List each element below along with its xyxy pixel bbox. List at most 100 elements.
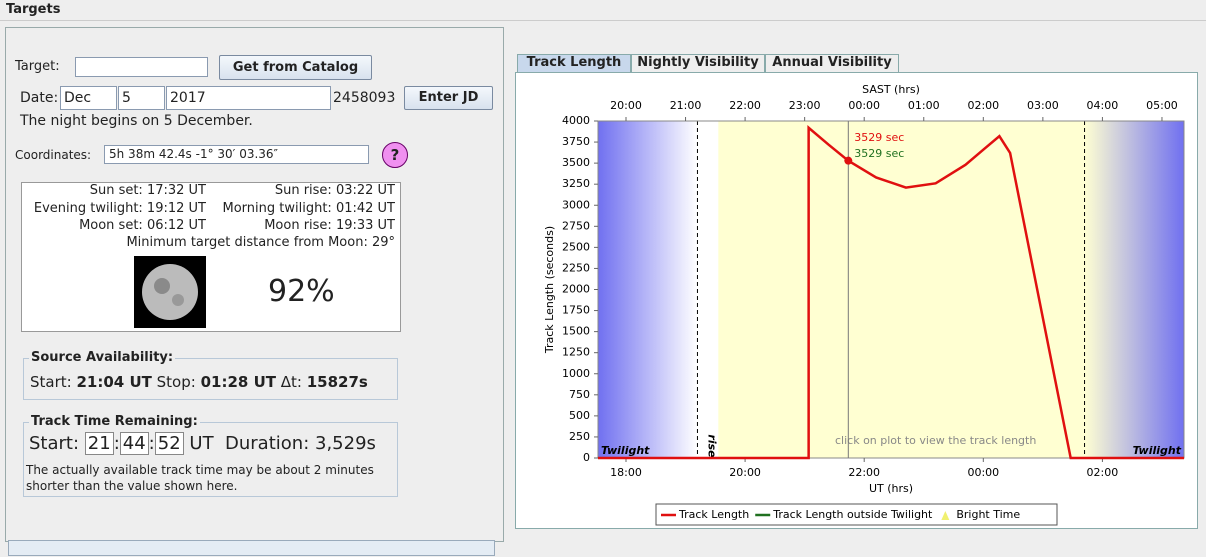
label: Target: bbox=[15, 59, 60, 74]
title-bar bbox=[0, 0, 1206, 21]
label: Start: bbox=[29, 433, 80, 454]
info: Moon rise: 19:33 UT bbox=[264, 218, 395, 233]
label: UT bbox=[189, 433, 214, 454]
y-tick-label: 1000 bbox=[562, 367, 590, 380]
y-tick-label: 1750 bbox=[562, 304, 590, 317]
x2-tick-label: 03:00 bbox=[1027, 99, 1059, 112]
y-tick-label: 3000 bbox=[562, 198, 590, 211]
label: Start: bbox=[30, 373, 72, 391]
help-button[interactable]: ? bbox=[382, 142, 408, 168]
info: Evening twilight: 19:12 UT bbox=[33, 201, 206, 216]
twilight-label: Twilight bbox=[1133, 444, 1182, 457]
y-tick-label: 0 bbox=[583, 451, 590, 464]
julian-date: 2458093 bbox=[333, 90, 396, 106]
moon-rise-label: rise bbox=[705, 434, 718, 458]
tab[interactable]: Track Length bbox=[517, 54, 631, 74]
y-tick-label: 3500 bbox=[562, 156, 590, 169]
legend-label: Track Length bbox=[678, 508, 749, 521]
hint: click on plot to view the track length bbox=[835, 434, 1036, 447]
moon-panel bbox=[21, 182, 401, 332]
value: 15827s bbox=[306, 373, 368, 391]
legend-label: Bright Time bbox=[956, 508, 1020, 521]
legend-label: Track Length outside Twilight bbox=[772, 508, 933, 521]
y-tick-label: 2500 bbox=[562, 240, 590, 253]
month-combo[interactable]: Dec bbox=[60, 86, 117, 110]
twilight bbox=[1084, 121, 1184, 458]
y-tick-label: 3750 bbox=[562, 135, 590, 148]
cursor-point bbox=[844, 156, 853, 165]
night-text: The night begins on 5 December. bbox=[20, 113, 253, 129]
x2-tick-label: 04:00 bbox=[1087, 99, 1119, 112]
source-group bbox=[23, 358, 398, 400]
track-time: Start: 21:44:52 UT Duration: 3,529s bbox=[29, 432, 376, 455]
tab[interactable]: Nightly Visibility bbox=[631, 54, 765, 73]
day-combo[interactable]: 5 bbox=[118, 86, 165, 110]
moon-image bbox=[134, 256, 206, 328]
line bbox=[598, 125, 1184, 460]
x2-tick-label: 21:00 bbox=[670, 99, 702, 112]
label: Stop: bbox=[156, 373, 196, 391]
group-title: Source Availability: bbox=[29, 350, 176, 365]
availability: Start: 21:04 UT Stop: 01:28 UT Δt: 15827… bbox=[30, 373, 368, 391]
y-tick-label: 2750 bbox=[562, 219, 590, 232]
x2-tick-label: 20:00 bbox=[610, 99, 642, 112]
window-title: Targets bbox=[6, 2, 61, 17]
x-axis-title: UT (hrs) bbox=[869, 482, 913, 495]
x2-tick-label: 01:00 bbox=[908, 99, 940, 112]
scrollbar[interactable] bbox=[8, 540, 495, 556]
coordinates-input[interactable]: 5h 38m 42.4s -1° 30′ 03.36″ bbox=[104, 145, 369, 164]
y-tick-label: 500 bbox=[569, 409, 590, 422]
x2-axis-title: SAST (hrs) bbox=[862, 83, 920, 96]
info: Sun set: 17:32 UT bbox=[89, 183, 206, 198]
year-combo[interactable]: 2017 bbox=[166, 86, 331, 110]
value: 3,529s bbox=[315, 433, 376, 454]
info: Moon set: 06:12 UT bbox=[79, 218, 206, 233]
cursor-label: 3529 sec bbox=[854, 131, 904, 144]
label: Δt: bbox=[280, 373, 302, 391]
illumination: 92% bbox=[268, 274, 335, 309]
y-tick-label: 1500 bbox=[562, 325, 590, 338]
target-input[interactable] bbox=[75, 57, 208, 77]
y-tick-label: 250 bbox=[569, 430, 590, 443]
note: shorter than the value shown here. bbox=[26, 479, 238, 493]
legend-swatch bbox=[941, 511, 950, 520]
label: Duration: bbox=[225, 433, 310, 454]
label: Date: bbox=[20, 90, 59, 106]
x2-tick-label: 05:00 bbox=[1146, 99, 1178, 112]
track-group bbox=[23, 422, 398, 497]
y-tick-label: 750 bbox=[569, 388, 590, 401]
info: Morning twilight: 01:42 UT bbox=[222, 201, 395, 216]
x2-tick-label: 02:00 bbox=[967, 99, 999, 112]
legend bbox=[655, 503, 1058, 526]
cursor-label: 3529 sec bbox=[854, 147, 904, 160]
x2-tick-label: 23:00 bbox=[789, 99, 821, 112]
enter-jd-button[interactable]: Enter JD bbox=[404, 86, 493, 110]
value: 21:04 UT bbox=[76, 373, 152, 391]
hour-field[interactable]: 21 bbox=[84, 432, 114, 455]
x-tick-label: 00:00 bbox=[967, 466, 999, 479]
y-tick-label: 4000 bbox=[562, 114, 590, 127]
x-tick-label: 02:00 bbox=[1087, 466, 1119, 479]
y-tick-label: 3250 bbox=[562, 177, 590, 190]
catalog-button[interactable]: Get from Catalog bbox=[219, 55, 372, 80]
tab[interactable]: Annual Visibility bbox=[765, 54, 899, 73]
x-tick-label: 20:00 bbox=[729, 466, 761, 479]
x-tick-label: 22:00 bbox=[848, 466, 880, 479]
second-field[interactable]: 52 bbox=[154, 432, 184, 455]
info: Sun rise: 03:22 UT bbox=[274, 183, 395, 198]
minute-field[interactable]: 44 bbox=[119, 432, 149, 455]
x-tick-label: 18:00 bbox=[610, 466, 642, 479]
x2-tick-label: 22:00 bbox=[729, 99, 761, 112]
twilight-label: Twilight bbox=[601, 444, 650, 457]
chart: Twilight Twilight rise 0 250 500 750 1000 1250 15… bbox=[515, 72, 1198, 529]
info: Minimum target distance from Moon: 29° bbox=[126, 235, 395, 250]
y-tick-label: 2250 bbox=[562, 261, 590, 274]
y-axis-title: Track Length (seconds) bbox=[543, 226, 556, 354]
twilight bbox=[598, 121, 698, 458]
value: 01:28 UT bbox=[200, 373, 276, 391]
y-tick-label: 2000 bbox=[562, 283, 590, 296]
note: The actually available track time may be… bbox=[26, 463, 374, 477]
y-tick-label: 1250 bbox=[562, 346, 590, 359]
x2-tick-label: 00:00 bbox=[848, 99, 880, 112]
